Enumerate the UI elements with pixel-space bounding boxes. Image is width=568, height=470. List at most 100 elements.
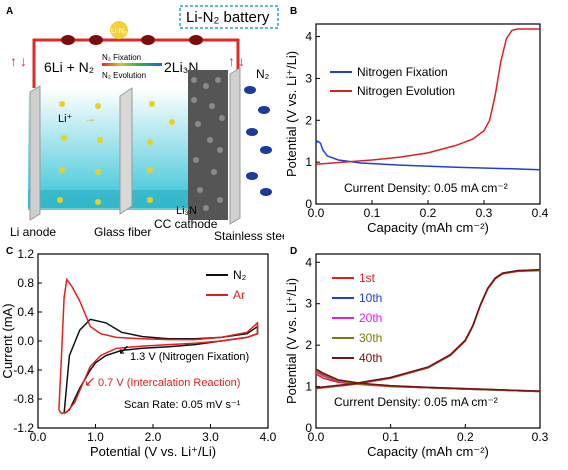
y-tick-label: 1 <box>305 380 312 394</box>
down-arrow-left: ↓ <box>20 53 27 69</box>
down-arrow-right: ↓ <box>238 53 245 69</box>
up-arrow-left: ↑ <box>10 53 17 69</box>
y-tick-label: 3 <box>305 297 312 311</box>
x-axis-label: Capacity (mAh cm⁻²) <box>367 220 489 235</box>
x-tick-label: 0.0 <box>308 430 325 444</box>
x-tick-label: 1.0 <box>87 430 104 444</box>
y-tick-label: -0.8 <box>13 392 34 406</box>
n2-molecules <box>244 86 272 196</box>
x-tick-label: 0.0 <box>308 206 325 220</box>
x-tick-label: 0.4 <box>532 206 549 220</box>
y-tick-label: 2 <box>305 113 312 127</box>
li-ion-label: Li⁺ <box>58 113 73 125</box>
plot-frame <box>315 253 541 429</box>
x-tick-label: 4.0 <box>260 430 277 444</box>
series-line-0 <box>315 140 541 171</box>
glass-fiber-label: Glass fiber <box>94 225 151 239</box>
legend-label: 20th <box>359 311 382 325</box>
x-axis-label: Potential (V vs. Li⁺/Li) <box>90 444 216 459</box>
series-line-1 <box>58 277 259 415</box>
chart-c: C 0.0 1.0 2.0 3.0 4.0 1.2 0.8 0.4 0.0 -0.4 -0.8 -1.2… <box>0 246 277 459</box>
y-tick-label: 3 <box>305 71 312 85</box>
x-tick-label: 0.2 <box>420 206 437 220</box>
title-box <box>179 5 279 29</box>
n2-label: N₂ <box>256 67 270 81</box>
battery-schematic: A ↑ ↓ ↓ ↑ Li-N₂ Li-N₂ battery 6Li + N₂ N… <box>6 5 284 240</box>
series-line-charge-4 <box>315 268 541 389</box>
series-line-4 <box>315 368 541 392</box>
panel-c: C 0.0 1.0 2.0 3.0 4.0 1.2 0.8 0.4 0.0 -0.4 -0.8 -1.2… <box>0 240 284 470</box>
li-anode-label: Li anode <box>10 225 56 239</box>
y-axis-label: Potential (V vs. Li⁺/Li) <box>284 51 299 177</box>
x-tick-label: 0.0 <box>30 430 47 444</box>
reaction-arrow <box>102 63 162 66</box>
panel-d: D 0.0 0.1 0.2 0.3 0 1 2 3 4 Capacity (mAh cm⁻²) Pot… <box>284 240 568 470</box>
panel-letter-d: D <box>290 246 297 257</box>
annotation-scan-rate: Scan Rate: 0.05 mV s⁻¹ <box>124 399 241 411</box>
legend-label: 40th <box>359 351 382 365</box>
x-tick-label: 0.2 <box>457 430 474 444</box>
bulb-label: Li-N₂ <box>111 28 127 35</box>
y-axis-label: Potential (V vs. Li⁺/Li) <box>284 278 299 404</box>
legend-label: Nitrogen Evolution <box>357 84 455 98</box>
y-tick-label: 1 <box>305 155 312 169</box>
series-line-charge-1 <box>315 268 541 389</box>
cathode-texture <box>191 77 225 211</box>
schematic-title: Li-N₂ battery <box>186 9 270 26</box>
x-tick-label: 0.1 <box>382 430 399 444</box>
arrow-intercalation: ↙ <box>84 373 96 389</box>
cc-cathode-label: CC cathode <box>154 217 218 231</box>
panel-letter-b: B <box>290 6 297 17</box>
x-tick-label: 3.0 <box>202 430 219 444</box>
legend-label: 10th <box>359 291 382 305</box>
arrow-fixation: ↙ <box>118 341 130 357</box>
annotation-nitrogen-fixation: 1.3 V (Nitrogen Fixation) <box>130 351 249 363</box>
series-line-charge-2 <box>315 269 541 389</box>
panel-a: A ↑ ↓ ↓ ↑ Li-N₂ Li-N₂ battery 6Li + N₂ N… <box>0 0 284 240</box>
y-tick-label: 4 <box>305 30 312 44</box>
legend-label: N₂ <box>233 268 247 282</box>
y-tick-label: 0.0 <box>17 334 34 348</box>
legend-label: Nitrogen Fixation <box>357 65 448 79</box>
up-arrow-right: ↑ <box>228 53 235 69</box>
x-tick-label: 0.3 <box>476 206 493 220</box>
stainless-steel-plate <box>229 67 241 225</box>
legend-label: 30th <box>359 331 382 345</box>
electrons <box>61 35 203 45</box>
panel-b: B 0.0 0.1 0.2 0.3 0.4 0 1 2 3 4 Capacity (mAh cm⁻²)… <box>284 0 568 240</box>
chart-b: B 0.0 0.1 0.2 0.3 0.4 0 1 2 3 4 Capacity (mAh cm⁻²)… <box>284 6 549 235</box>
chart-d: D 0.0 0.1 0.2 0.3 0 1 2 3 4 Capacity (mAh cm⁻²) Pot… <box>284 246 549 459</box>
y-tick-label: -1.2 <box>13 421 34 435</box>
li3n-label: Li₃N <box>176 205 197 217</box>
plot-frame <box>315 23 541 205</box>
reaction-arrow-bottom: N₂ Evolution <box>102 71 146 80</box>
panel-letter-c: C <box>6 246 13 257</box>
y-tick-label: 0.8 <box>17 276 34 290</box>
stainless-steel-label: Stainless steel <box>214 229 284 240</box>
reaction-left: 6Li + N₂ <box>44 59 94 75</box>
legend-label: Ar <box>233 288 245 302</box>
y-axis-label: Current (mA) <box>0 303 15 378</box>
y-tick-label: 0.4 <box>17 305 34 319</box>
x-axis-label: Capacity (mAh cm⁻²) <box>367 444 489 459</box>
y-tick-label: 4 <box>305 255 312 269</box>
annotation-intercalation: 0.7 V (Intercalation Reaction) <box>98 377 240 389</box>
series-line-charge-3 <box>315 269 541 389</box>
y-tick-label: 2 <box>305 338 312 352</box>
x-tick-label: 0.3 <box>532 430 549 444</box>
y-tick-label: 0 <box>305 421 312 435</box>
li-anode-plate <box>29 85 41 221</box>
annotation-current-density: Current Density: 0.05 mA cm⁻² <box>334 395 498 409</box>
series-line-charge-0 <box>315 269 541 390</box>
light-bulb-icon <box>110 21 128 39</box>
panel-letter-a: A <box>6 6 13 17</box>
annotation-current-density: Current Density: 0.05 mA cm⁻² <box>344 181 508 195</box>
y-tick-label: -0.4 <box>13 363 34 377</box>
y-tick-label: 1.2 <box>17 247 34 261</box>
x-tick-label: 0.1 <box>364 206 381 220</box>
ion-arrow: → <box>84 111 96 125</box>
external-circuit <box>32 38 240 88</box>
legend-label: 1st <box>359 271 376 285</box>
glass-fiber-plate <box>119 87 133 215</box>
y-tick-label: 0 <box>305 197 312 211</box>
